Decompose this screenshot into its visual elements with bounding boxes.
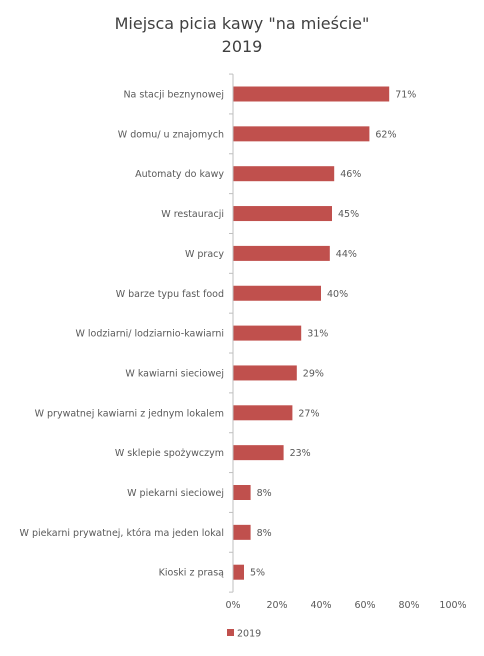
bar	[233, 166, 335, 182]
bar	[233, 485, 251, 500]
bar	[233, 206, 332, 222]
x-tick-label: 40%	[310, 600, 331, 611]
bar	[233, 405, 293, 421]
data-label: 8%	[257, 488, 272, 499]
bar	[233, 285, 321, 301]
category-label: W restauracji	[161, 209, 224, 220]
data-label: 23%	[290, 448, 311, 459]
data-label: 5%	[250, 568, 265, 579]
bar	[233, 445, 284, 461]
category-label: W sklepie spożywczym	[115, 448, 224, 459]
bar	[233, 365, 297, 381]
chart-title: Miejsca picia kawy "na mieście"	[114, 14, 370, 33]
category-label: W pracy	[185, 249, 224, 260]
data-label: 44%	[336, 249, 357, 260]
data-label: 31%	[307, 329, 328, 340]
category-label: W barze typu fast food	[116, 289, 224, 300]
x-tick-label: 20%	[266, 600, 287, 611]
x-tick-label: 100%	[439, 600, 466, 611]
legend-swatch	[227, 629, 234, 636]
data-label: 45%	[338, 209, 359, 220]
category-label: W domu/ u znajomych	[118, 129, 224, 140]
category-label: W lodziarni/ lodziarnio-kawiarni	[76, 329, 225, 340]
x-tick-label: 60%	[354, 600, 375, 611]
data-label: 40%	[327, 289, 348, 300]
bar	[233, 126, 370, 142]
category-label: Kioski z prasą	[159, 568, 225, 579]
category-label: W piekarni sieciowej	[127, 488, 224, 499]
bar	[233, 245, 330, 261]
data-label: 71%	[395, 90, 416, 101]
x-tick-label: 0%	[225, 600, 240, 611]
category-label: W piekarni prywatnej, która ma jeden lok…	[20, 528, 224, 539]
legend-label: 2019	[237, 629, 261, 640]
data-label: 62%	[375, 129, 396, 140]
category-label: Automaty do kawy	[135, 169, 224, 180]
bar	[233, 325, 302, 341]
category-label: W kawiarni sieciowej	[125, 368, 224, 379]
x-tick-label: 80%	[398, 600, 419, 611]
chart-subtitle: 2019	[221, 37, 263, 56]
bar	[233, 564, 244, 580]
data-label: 8%	[257, 528, 272, 539]
data-label: 46%	[340, 169, 361, 180]
category-label: Na stacji beznynowej	[123, 90, 224, 101]
bar	[233, 86, 390, 102]
data-label: 29%	[303, 368, 324, 379]
data-label: 27%	[298, 408, 319, 419]
bar	[233, 524, 251, 540]
category-label: W prywatnej kawiarni z jednym lokalem	[35, 408, 224, 419]
